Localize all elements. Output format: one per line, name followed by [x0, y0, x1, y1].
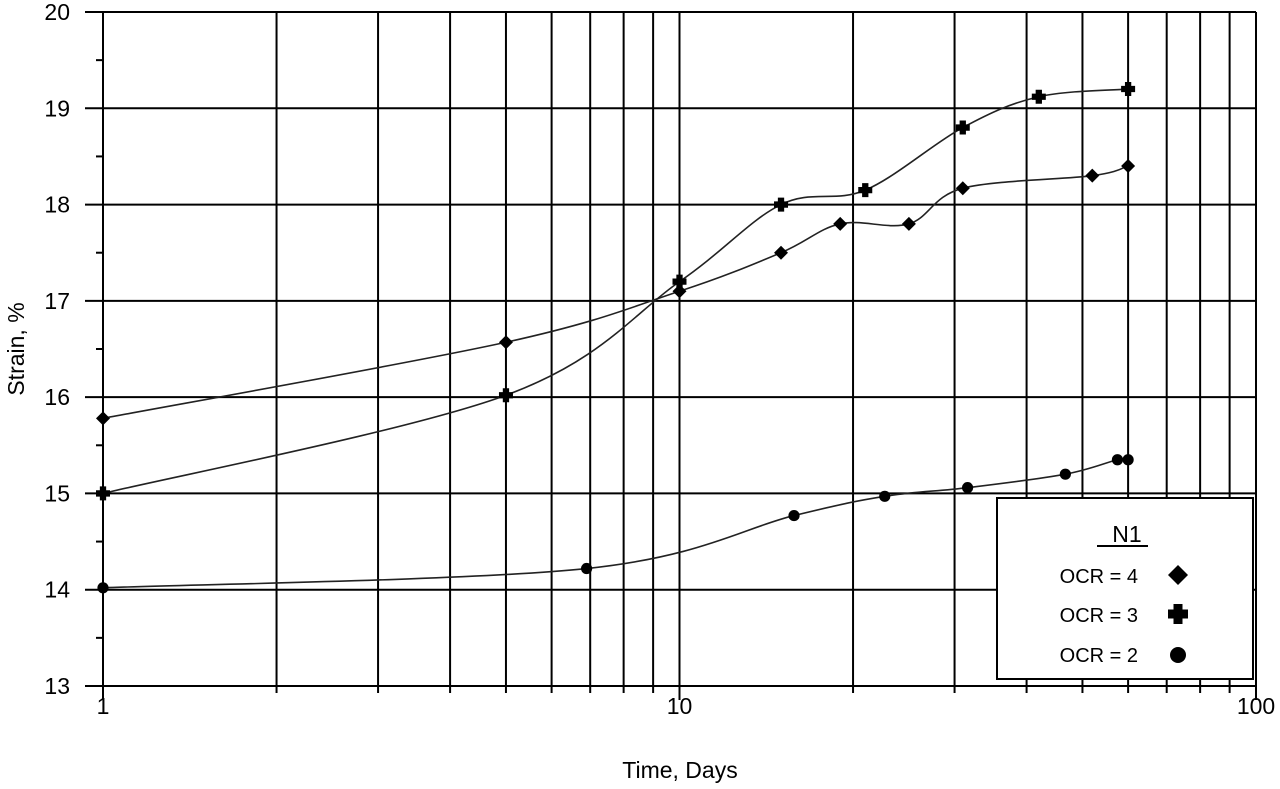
axes: 13 14 15 16 17 18 19 20 1 10 100 [44, 0, 1275, 719]
plus-marker-icon [498, 388, 513, 403]
y-tick-label: 19 [44, 95, 70, 121]
series-ocr4 [96, 159, 1136, 426]
y-axis-title: Strain, % [3, 302, 29, 395]
diamond-marker-icon [96, 411, 110, 426]
circle-marker-icon [1111, 454, 1124, 466]
series-line [102, 457, 1129, 589]
plus-marker-icon [1031, 89, 1046, 104]
legend-label-ocr2: OCR = 2 [1060, 645, 1138, 667]
legend-label-ocr3: OCR = 3 [1060, 605, 1138, 627]
diamond-marker-icon [774, 245, 789, 260]
x-tick-label: 1 [97, 693, 110, 719]
diamond-marker-icon [672, 284, 687, 299]
y-tick-label: 14 [44, 577, 70, 603]
circle-marker-icon [1170, 647, 1186, 663]
y-tick-label: 20 [44, 0, 70, 25]
diamond-marker-icon [1121, 159, 1136, 174]
circle-marker-icon [580, 562, 593, 575]
circle-marker-icon [1059, 468, 1071, 480]
circle-marker-icon [961, 482, 974, 494]
plus-marker-icon [672, 274, 687, 289]
diamond-marker-icon [1085, 168, 1100, 183]
x-tick-label: 10 [667, 693, 693, 719]
series-ocr3 [96, 82, 1136, 501]
plus-marker-icon [96, 486, 110, 501]
y-tick-label: 15 [44, 480, 70, 506]
circle-marker-icon [788, 509, 800, 522]
y-tick-label: 17 [44, 288, 70, 314]
plus-marker-icon [1121, 82, 1136, 97]
plus-marker-icon [955, 120, 970, 135]
data-series [96, 82, 1136, 594]
y-tick-label: 13 [44, 673, 70, 699]
diamond-marker-icon [1168, 565, 1188, 585]
y-tick-label: 18 [44, 192, 70, 218]
circle-marker-icon [1122, 454, 1134, 466]
circle-marker-icon [879, 490, 891, 502]
legend: N1 OCR = 4 OCR = 3 OCR = 2 [996, 497, 1254, 680]
circle-marker-icon [97, 582, 109, 594]
series-ocr2 [97, 454, 1134, 594]
x-tick-label: 100 [1237, 693, 1275, 719]
plus-marker-icon [858, 183, 873, 198]
plus-marker-icon [774, 197, 789, 212]
legend-box [996, 497, 1254, 680]
series-line [102, 165, 1129, 420]
x-axis-title: Time, Days [622, 757, 737, 783]
y-tick-label: 16 [44, 384, 70, 410]
diamond-marker-icon [833, 216, 848, 231]
legend-label-ocr4: OCR = 4 [1060, 566, 1138, 588]
series-line [102, 88, 1129, 495]
diamond-marker-icon [901, 216, 916, 231]
plus-marker-icon [1168, 604, 1188, 624]
legend-title: N1 [1112, 521, 1141, 547]
diamond-marker-icon [955, 181, 970, 196]
diamond-marker-icon [498, 335, 513, 350]
